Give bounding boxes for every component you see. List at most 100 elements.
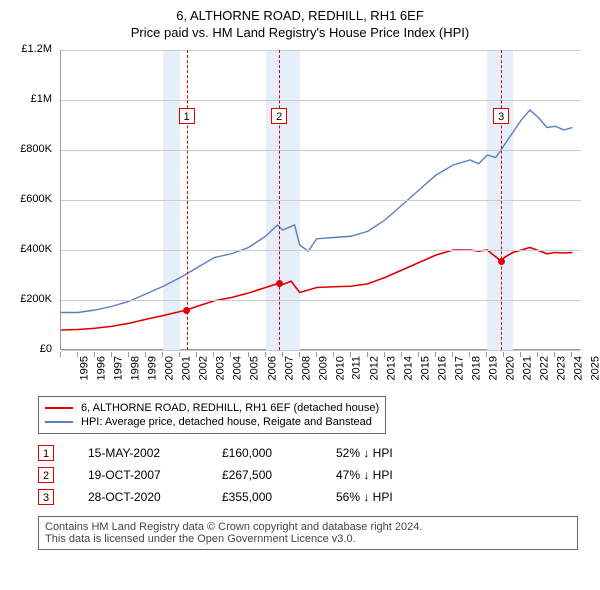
chart-area: £0£200K£400K£600K£800K£1M£1.2M 123 19951… xyxy=(10,50,590,390)
y-tick-label: £400K xyxy=(8,243,52,255)
legend-swatch xyxy=(45,421,73,423)
legend-item: 6, ALTHORNE ROAD, REDHILL, RH1 6EF (deta… xyxy=(45,401,379,415)
x-tick-label: 2022 xyxy=(539,356,551,380)
gridline xyxy=(61,200,581,201)
x-tick xyxy=(486,352,487,357)
x-tick-label: 2005 xyxy=(249,356,261,380)
x-tick xyxy=(452,352,453,357)
y-tick-label: £600K xyxy=(8,193,52,205)
x-tick xyxy=(316,352,317,357)
y-tick-label: £200K xyxy=(8,293,52,305)
sale-row: 2 19-OCT-2007 £267,500 47% ↓ HPI xyxy=(38,464,590,486)
x-tick-label: 1998 xyxy=(130,356,142,380)
x-tick xyxy=(299,352,300,357)
y-tick-label: £1M xyxy=(8,93,52,105)
plot-area: 1 2 3 xyxy=(60,50,580,350)
sale-date: 15-MAY-2002 xyxy=(88,446,188,460)
sale-marker-dot xyxy=(183,307,190,314)
sale-index-box: 1 xyxy=(38,445,54,461)
x-tick-label: 2003 xyxy=(215,356,227,380)
sale-row: 1 15-MAY-2002 £160,000 52% ↓ HPI xyxy=(38,442,590,464)
title-block: 6, ALTHORNE ROAD, REDHILL, RH1 6EF Price… xyxy=(10,8,590,40)
gridline xyxy=(61,100,581,101)
x-tick-label: 2000 xyxy=(164,356,176,380)
series-property xyxy=(61,248,572,331)
x-tick xyxy=(162,352,163,357)
x-tick xyxy=(196,352,197,357)
y-tick-label: £0 xyxy=(8,343,52,355)
x-tick-label: 2011 xyxy=(350,356,362,380)
sale-price: £160,000 xyxy=(222,446,302,460)
x-tick-label: 2010 xyxy=(334,356,346,380)
sale-marker-line xyxy=(187,50,188,350)
legend-label: 6, ALTHORNE ROAD, REDHILL, RH1 6EF (deta… xyxy=(81,402,379,414)
x-tick xyxy=(77,352,78,357)
x-tick-label: 2016 xyxy=(437,356,449,380)
x-tick xyxy=(230,352,231,357)
sale-vs-hpi: 47% ↓ HPI xyxy=(336,468,426,482)
x-tick-label: 2024 xyxy=(573,356,585,380)
x-tick xyxy=(94,352,95,357)
gridline xyxy=(61,300,581,301)
gridline xyxy=(61,250,581,251)
legend: 6, ALTHORNE ROAD, REDHILL, RH1 6EF (deta… xyxy=(38,396,386,434)
x-tick xyxy=(554,352,555,357)
x-tick-label: 2023 xyxy=(556,356,568,380)
x-tick xyxy=(333,352,334,357)
x-tick xyxy=(248,352,249,357)
x-tick xyxy=(367,352,368,357)
x-tick-label: 2013 xyxy=(385,356,397,380)
x-tick-label: 2014 xyxy=(402,356,414,380)
x-tick-label: 1995 xyxy=(78,356,90,380)
sale-marker-line xyxy=(279,50,280,350)
x-tick xyxy=(520,352,521,357)
x-tick xyxy=(537,352,538,357)
x-tick-label: 2019 xyxy=(488,356,500,380)
sale-price: £355,000 xyxy=(222,490,302,504)
footer-line-1: Contains HM Land Registry data © Crown c… xyxy=(45,521,571,533)
y-tick-label: £1.2M xyxy=(8,43,52,55)
sale-marker-dot xyxy=(276,280,283,287)
x-tick-label: 2018 xyxy=(471,356,483,380)
x-tick-label: 2025 xyxy=(590,356,600,380)
sale-marker-box: 1 xyxy=(179,108,195,124)
sale-date: 28-OCT-2020 xyxy=(88,490,188,504)
sale-index-box: 2 xyxy=(38,467,54,483)
sales-table: 1 15-MAY-2002 £160,000 52% ↓ HPI 2 19-OCT-200… xyxy=(38,442,590,508)
chart-title: 6, ALTHORNE ROAD, REDHILL, RH1 6EF xyxy=(10,8,590,23)
x-tick-label: 2009 xyxy=(317,356,329,380)
x-tick xyxy=(111,352,112,357)
x-tick-label: 2021 xyxy=(522,356,534,380)
y-tick-label: £800K xyxy=(8,143,52,155)
sale-marker-line xyxy=(501,50,502,350)
sale-marker-box: 3 xyxy=(493,108,509,124)
sale-price: £267,500 xyxy=(222,468,302,482)
footer-attribution: Contains HM Land Registry data © Crown c… xyxy=(38,516,578,550)
sale-vs-hpi: 52% ↓ HPI xyxy=(336,446,426,460)
x-tick xyxy=(282,352,283,357)
sale-date: 19-OCT-2007 xyxy=(88,468,188,482)
x-tick xyxy=(128,352,129,357)
x-tick xyxy=(350,352,351,357)
x-tick xyxy=(503,352,504,357)
sale-vs-hpi: 56% ↓ HPI xyxy=(336,490,426,504)
x-tick xyxy=(435,352,436,357)
sale-marker-box: 2 xyxy=(271,108,287,124)
x-tick xyxy=(469,352,470,357)
gridline xyxy=(61,350,581,351)
sale-index-box: 3 xyxy=(38,489,54,505)
footer-line-2: This data is licensed under the Open Gov… xyxy=(45,533,571,545)
x-tick xyxy=(418,352,419,357)
x-tick-label: 2012 xyxy=(368,356,380,380)
x-tick-label: 2008 xyxy=(300,356,312,380)
x-tick-label: 2002 xyxy=(198,356,210,380)
x-tick-label: 1999 xyxy=(147,356,159,380)
x-tick xyxy=(179,352,180,357)
x-tick xyxy=(571,352,572,357)
gridline xyxy=(61,50,581,51)
x-tick xyxy=(401,352,402,357)
series-hpi xyxy=(61,110,572,313)
gridline xyxy=(61,150,581,151)
legend-item: HPI: Average price, detached house, Reig… xyxy=(45,415,379,429)
x-tick xyxy=(60,352,61,357)
